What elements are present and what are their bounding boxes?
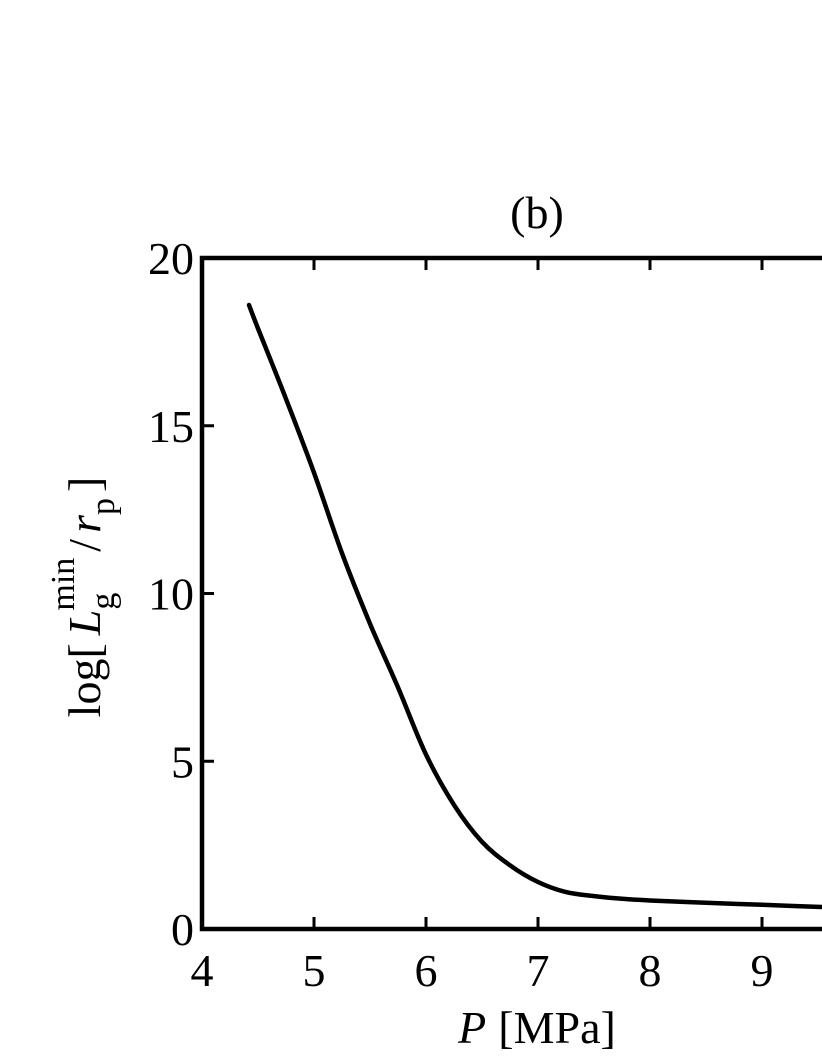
chart-title: (b) [510,187,564,238]
plot-frame [199,255,822,932]
y-axis-label: log[Lgmin/rp] [45,477,122,718]
x-tick-label: 7 [527,945,550,996]
y-tick-label: 20 [148,233,194,284]
y-tick-label: 15 [148,401,194,452]
y-tick-label: 5 [171,736,194,787]
x-tick-label: 5 [303,945,326,996]
x-axis-label: P [MPa] [457,1002,616,1053]
svg-text:log[Lgmin/rp]: log[Lgmin/rp] [45,477,122,718]
x-tick-label: 4 [191,945,214,996]
tick-labels: 4 5 6 7 8 9 0 5 10 15 20 [148,233,774,996]
series-line [246,302,822,910]
x-tick-label: 6 [415,945,438,996]
y-tick-label: 0 [171,904,194,955]
x-tick-label: 9 [751,945,774,996]
x-tick-label: 8 [639,945,662,996]
y-tick-label: 10 [148,569,194,620]
axis-ticks [202,258,764,929]
